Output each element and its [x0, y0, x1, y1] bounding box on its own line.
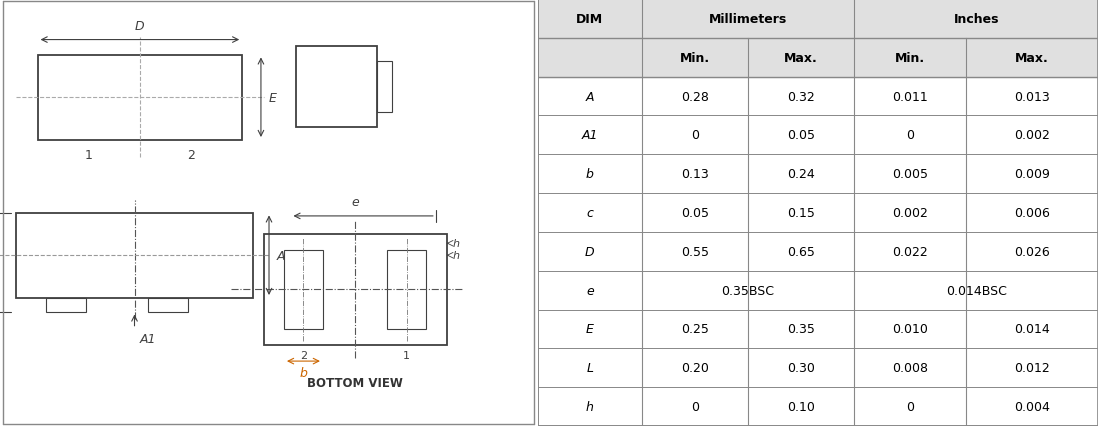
Text: Max.: Max. — [784, 52, 818, 65]
Text: 0.011: 0.011 — [893, 90, 928, 103]
Text: 0.28: 0.28 — [681, 90, 708, 103]
Text: 2: 2 — [300, 350, 307, 360]
Text: 1: 1 — [403, 350, 411, 360]
Text: Millimeters: Millimeters — [709, 13, 787, 26]
Text: h: h — [453, 239, 460, 249]
Text: BOTTOM VIEW: BOTTOM VIEW — [307, 376, 403, 389]
Text: 2: 2 — [187, 149, 195, 162]
Text: 0.014BSC: 0.014BSC — [945, 284, 1007, 297]
Text: D: D — [135, 20, 145, 33]
Text: 0.55: 0.55 — [681, 245, 709, 258]
Text: 0.05: 0.05 — [681, 207, 709, 219]
Text: D: D — [585, 245, 595, 258]
Text: 0: 0 — [691, 129, 698, 142]
Text: e: e — [351, 196, 359, 209]
Text: 0: 0 — [907, 400, 915, 413]
Text: 0.012: 0.012 — [1015, 361, 1050, 374]
Text: A: A — [585, 90, 594, 103]
Text: 0.30: 0.30 — [787, 361, 815, 374]
Text: A: A — [277, 249, 285, 262]
Text: 0: 0 — [691, 400, 698, 413]
Text: 0.10: 0.10 — [787, 400, 815, 413]
Text: b: b — [586, 168, 594, 181]
Text: 0.32: 0.32 — [787, 90, 815, 103]
Text: 0.014: 0.014 — [1015, 323, 1050, 336]
Text: h: h — [586, 400, 594, 413]
Text: Min.: Min. — [680, 52, 710, 65]
Text: h: h — [453, 250, 460, 261]
Polygon shape — [966, 39, 1098, 78]
Text: A1: A1 — [582, 129, 598, 142]
Polygon shape — [538, 39, 641, 78]
Text: 0.004: 0.004 — [1015, 400, 1050, 413]
Text: c: c — [586, 207, 593, 219]
Text: 0.002: 0.002 — [893, 207, 928, 219]
Text: E: E — [586, 323, 594, 336]
Text: 0.010: 0.010 — [893, 323, 928, 336]
Text: e: e — [586, 284, 594, 297]
Text: 0.002: 0.002 — [1015, 129, 1050, 142]
Polygon shape — [641, 0, 854, 39]
Text: 0.35BSC: 0.35BSC — [721, 284, 774, 297]
Text: 0.05: 0.05 — [787, 129, 815, 142]
Text: 0.005: 0.005 — [893, 168, 929, 181]
Text: 0.006: 0.006 — [1015, 207, 1050, 219]
Text: 0.009: 0.009 — [1015, 168, 1050, 181]
Text: 0.008: 0.008 — [893, 361, 929, 374]
Text: 0.013: 0.013 — [1015, 90, 1050, 103]
Text: L: L — [586, 361, 593, 374]
Text: 0.13: 0.13 — [681, 168, 708, 181]
Text: 0.026: 0.026 — [1015, 245, 1050, 258]
Text: A1: A1 — [139, 332, 156, 345]
Text: Inches: Inches — [953, 13, 999, 26]
Text: 0: 0 — [907, 129, 915, 142]
Text: 0.35: 0.35 — [787, 323, 815, 336]
Text: 0.022: 0.022 — [893, 245, 928, 258]
Polygon shape — [854, 0, 1098, 39]
Text: DIM: DIM — [576, 13, 604, 26]
Text: 0.24: 0.24 — [787, 168, 815, 181]
Text: 0.15: 0.15 — [787, 207, 815, 219]
Text: 0.65: 0.65 — [787, 245, 815, 258]
Polygon shape — [854, 39, 966, 78]
Text: 0.25: 0.25 — [681, 323, 708, 336]
Polygon shape — [748, 39, 854, 78]
Text: 1: 1 — [85, 149, 92, 162]
Text: Max.: Max. — [1016, 52, 1049, 65]
Polygon shape — [538, 0, 641, 39]
Text: Min.: Min. — [895, 52, 926, 65]
Text: E: E — [269, 92, 277, 104]
Text: 0.20: 0.20 — [681, 361, 708, 374]
Text: b: b — [300, 366, 307, 379]
Polygon shape — [641, 39, 748, 78]
